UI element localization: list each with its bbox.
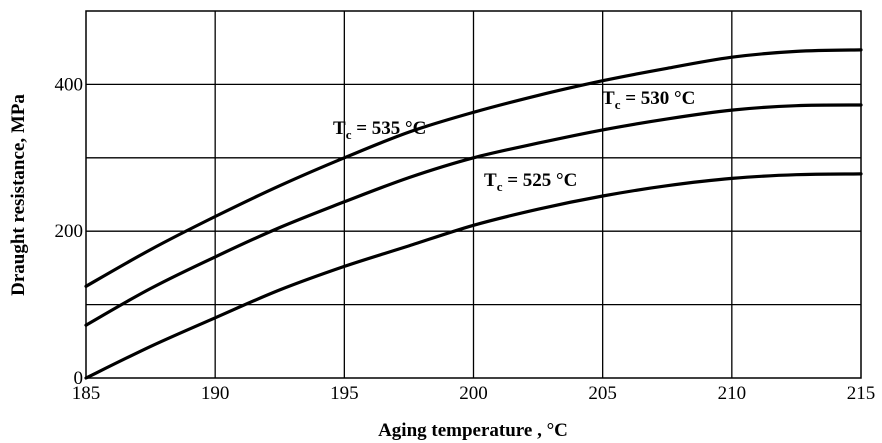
x-axis-title: Aging temperature , °C [378, 420, 568, 441]
series-label-530: Tc = 530 °C [602, 88, 695, 112]
x-tick-label-185: 185 [72, 383, 101, 404]
series-lines [84, 48, 863, 380]
y-axis-title: Draught resistance, MPa [8, 94, 29, 296]
x-tick-label-190: 190 [201, 383, 230, 404]
x-tick-label-200: 200 [459, 383, 488, 404]
y-tick-label-400: 400 [55, 74, 84, 95]
x-tick-label-195: 195 [330, 383, 359, 404]
grid-lines [86, 11, 861, 378]
plot-frame [85, 10, 862, 379]
tick-labels: 185 190 195 200 205 210 215 0 200 400 [55, 74, 876, 404]
y-tick-label-0: 0 [74, 368, 84, 389]
series-label-525: Tc = 525 °C [484, 170, 577, 194]
series-line-2 [84, 172, 863, 380]
x-tick-label-210: 210 [718, 383, 747, 404]
series-line-0 [84, 48, 863, 288]
y-tick-label-200: 200 [55, 221, 84, 242]
x-tick-label-215: 215 [847, 383, 876, 404]
x-tick-label-205: 205 [588, 383, 617, 404]
series-line-1 [84, 103, 863, 327]
series-label-535: Tc = 535 °C [333, 118, 426, 142]
